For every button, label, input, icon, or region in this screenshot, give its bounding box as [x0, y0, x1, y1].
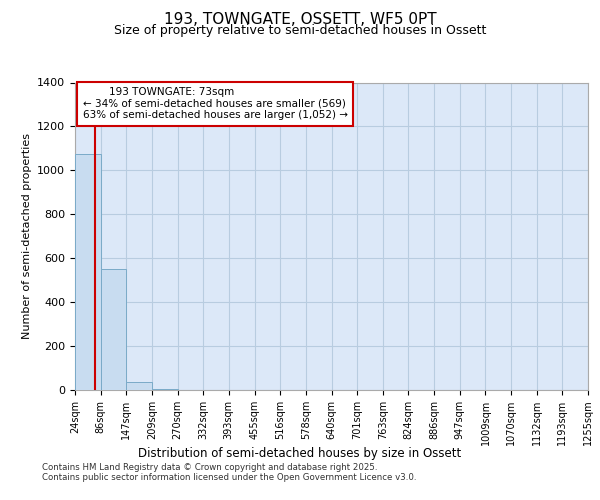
Bar [101, 269, 126, 390]
Bar [75, 154, 101, 390]
Y-axis label: Number of semi-detached properties: Number of semi-detached properties [22, 133, 32, 339]
Bar [126, 382, 152, 390]
Text: Contains HM Land Registry data © Crown copyright and database right 2025.: Contains HM Land Registry data © Crown c… [42, 464, 377, 472]
Text: Size of property relative to semi-detached houses in Ossett: Size of property relative to semi-detach… [114, 24, 486, 37]
Text: 193 TOWNGATE: 73sqm
← 34% of semi-detached houses are smaller (569)
63% of semi-: 193 TOWNGATE: 73sqm ← 34% of semi-detach… [83, 87, 347, 120]
Text: 193, TOWNGATE, OSSETT, WF5 0PT: 193, TOWNGATE, OSSETT, WF5 0PT [164, 12, 436, 28]
Text: Distribution of semi-detached houses by size in Ossett: Distribution of semi-detached houses by … [139, 448, 461, 460]
Text: Contains public sector information licensed under the Open Government Licence v3: Contains public sector information licen… [42, 474, 416, 482]
Bar [152, 389, 178, 390]
